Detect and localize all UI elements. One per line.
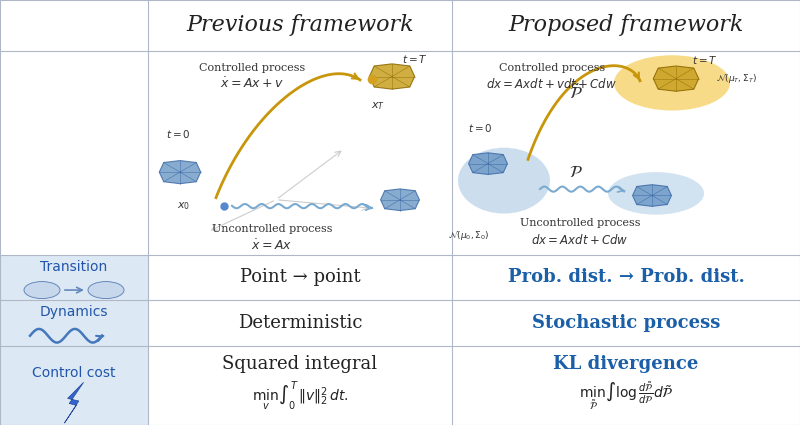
Polygon shape (654, 66, 698, 91)
Text: $\mathcal{N}(\mu_0,\Sigma_0)$: $\mathcal{N}(\mu_0,\Sigma_0)$ (448, 230, 490, 242)
Text: Squared integral: Squared integral (222, 355, 378, 374)
Text: Point → point: Point → point (240, 268, 360, 286)
Polygon shape (381, 189, 419, 210)
Ellipse shape (458, 148, 550, 214)
Text: $\dot{x} = Ax + v$: $\dot{x} = Ax + v$ (220, 77, 284, 91)
Bar (148, 0, 800, 425)
Ellipse shape (88, 282, 124, 298)
Text: $\mathcal{P}$: $\mathcal{P}$ (569, 164, 583, 181)
Ellipse shape (614, 55, 730, 110)
Text: $t=T$: $t=T$ (402, 53, 427, 65)
Text: Dynamics: Dynamics (40, 306, 108, 319)
Text: Transition: Transition (40, 260, 108, 274)
Bar (0, 0, 148, 425)
Polygon shape (469, 153, 507, 174)
Text: $\dot{x} = Ax$: $\dot{x} = Ax$ (251, 238, 293, 253)
Text: Controlled process: Controlled process (499, 63, 605, 73)
Bar (0, 255, 148, 425)
Text: $t=0$: $t=0$ (468, 122, 493, 133)
Text: $\tilde{\mathcal{P}}$: $\tilde{\mathcal{P}}$ (569, 84, 583, 103)
Text: $t=0$: $t=0$ (166, 128, 190, 140)
Text: Uncontrolled process: Uncontrolled process (520, 218, 640, 228)
Text: Prob. dist. → Prob. dist.: Prob. dist. → Prob. dist. (507, 268, 745, 286)
Polygon shape (64, 382, 83, 423)
Text: Previous framework: Previous framework (186, 14, 414, 37)
Ellipse shape (24, 282, 60, 298)
Text: $\min_{\tilde{\mathcal{P}}} \int \log \frac{d\tilde{\mathcal{P}}}{d\mathcal{P}} : $\min_{\tilde{\mathcal{P}}} \int \log \f… (578, 380, 674, 412)
Text: Deterministic: Deterministic (238, 314, 362, 332)
Text: Control cost: Control cost (32, 366, 116, 380)
Text: $dx = Axdt + Cdw$: $dx = Axdt + Cdw$ (531, 233, 629, 247)
Polygon shape (633, 184, 671, 207)
Text: $t=T$: $t=T$ (692, 54, 718, 65)
Text: $dx = Axdt + vdt + Cdw$: $dx = Axdt + vdt + Cdw$ (486, 77, 618, 91)
Ellipse shape (608, 172, 704, 215)
Text: $x_T$: $x_T$ (370, 100, 385, 112)
Polygon shape (370, 64, 414, 89)
Text: $x_0$: $x_0$ (178, 200, 190, 212)
Polygon shape (159, 161, 201, 184)
Text: $\mathcal{N}(\mu_T,\Sigma_T)$: $\mathcal{N}(\mu_T,\Sigma_T)$ (716, 72, 757, 85)
Text: Uncontrolled process: Uncontrolled process (212, 224, 332, 235)
Text: Controlled process: Controlled process (199, 63, 305, 73)
Text: KL divergence: KL divergence (554, 355, 698, 374)
Text: Stochastic process: Stochastic process (532, 314, 720, 332)
Text: Proposed framework: Proposed framework (508, 14, 744, 37)
Text: $\min_v \int_0^T \|v\|_2^2 \, dt.$: $\min_v \int_0^T \|v\|_2^2 \, dt.$ (252, 380, 348, 413)
